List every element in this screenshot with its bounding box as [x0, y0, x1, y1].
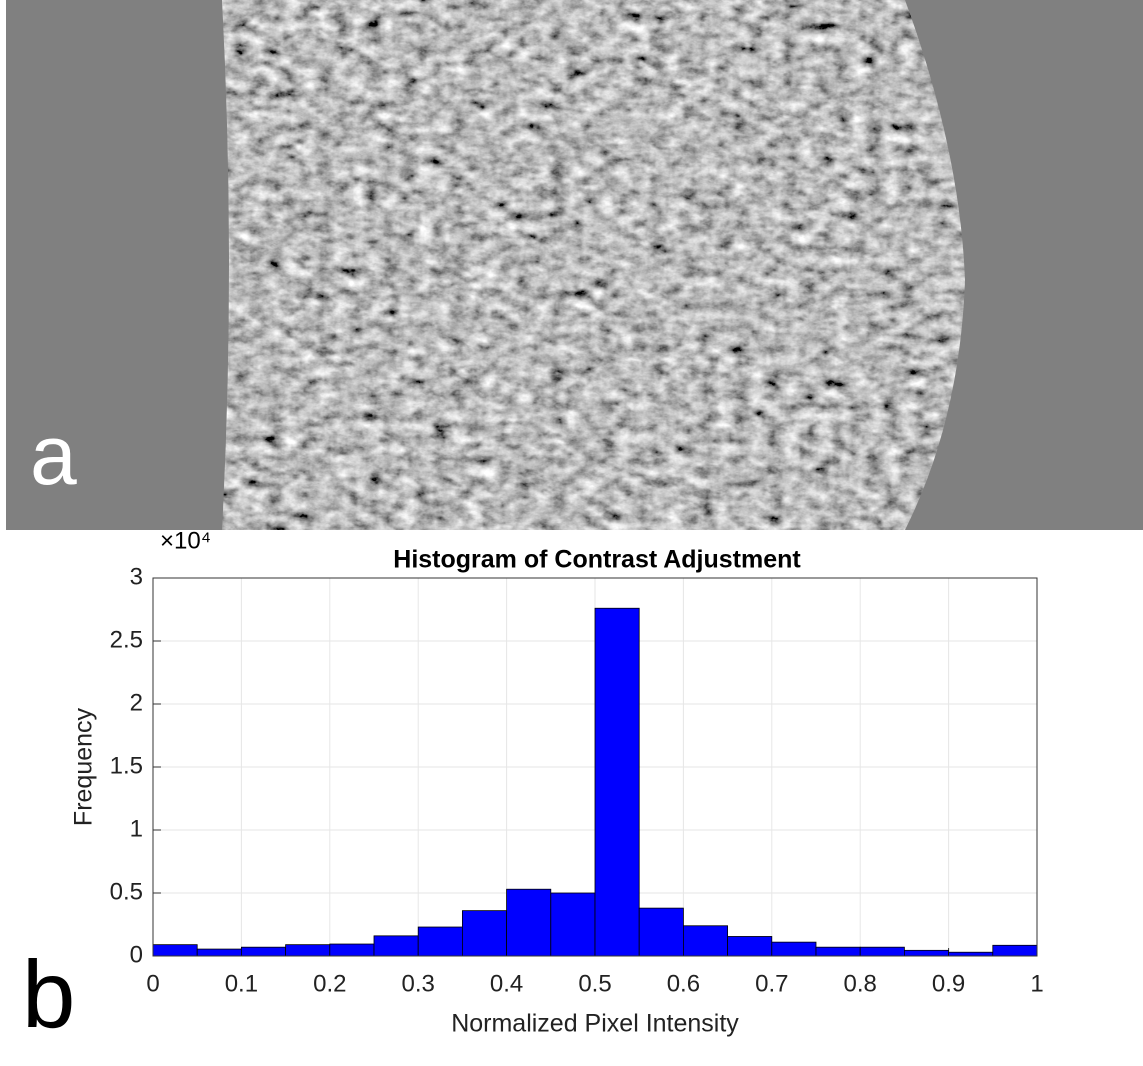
y-axis-label: Frequency [70, 707, 98, 826]
y-tick-label: 0.5 [110, 878, 143, 905]
x-tick-label: 0.3 [402, 970, 435, 997]
x-axis-label: Normalized Pixel Intensity [451, 1010, 739, 1038]
panel-label: a [30, 408, 77, 502]
y-tick-label: 0 [130, 941, 143, 968]
bar [949, 952, 993, 956]
x-tick-label: 0.9 [932, 970, 965, 997]
x-tick-label: 0.1 [225, 970, 258, 997]
bar [286, 945, 330, 956]
figure: a b Histogram of Contrast Adjustment ×10… [0, 0, 1143, 1066]
y-exponent-label: ×10⁴ [160, 527, 211, 554]
x-tick-label: 0.8 [844, 970, 877, 997]
bar [772, 942, 816, 956]
x-tick-label: 0.7 [755, 970, 788, 997]
y-tick-label: 2.5 [110, 626, 143, 653]
bar [153, 945, 197, 956]
y-tick-label: 3 [130, 563, 143, 590]
x-tick-label: 0.5 [578, 970, 611, 997]
bar [197, 949, 241, 956]
bar [330, 944, 374, 956]
y-tick-label: 1 [130, 815, 143, 842]
bar [551, 893, 595, 956]
y-tick-label: 1.5 [110, 752, 143, 779]
bar [860, 947, 904, 956]
bar [241, 947, 285, 956]
panel-label: b [22, 941, 75, 1048]
x-tick-label: 0.6 [667, 970, 700, 997]
x-tick-label: 0 [146, 970, 159, 997]
bar [418, 927, 462, 956]
bar [816, 947, 860, 956]
bar [595, 608, 639, 956]
bar [993, 945, 1037, 956]
x-tick-label: 0.4 [490, 970, 523, 997]
bar [904, 950, 948, 956]
y-tick-label: 2 [130, 689, 143, 716]
bar [462, 911, 506, 956]
bar [728, 936, 772, 956]
image-panel: a [6, 0, 1143, 530]
bar [683, 926, 727, 956]
bar [374, 936, 418, 956]
bar [507, 889, 551, 956]
x-tick-label: 0.2 [313, 970, 346, 997]
chart-title: Histogram of Contrast Adjustment [393, 546, 801, 574]
image-texture [222, 0, 965, 530]
bar [639, 908, 683, 956]
x-tick-label: 1 [1030, 970, 1043, 997]
